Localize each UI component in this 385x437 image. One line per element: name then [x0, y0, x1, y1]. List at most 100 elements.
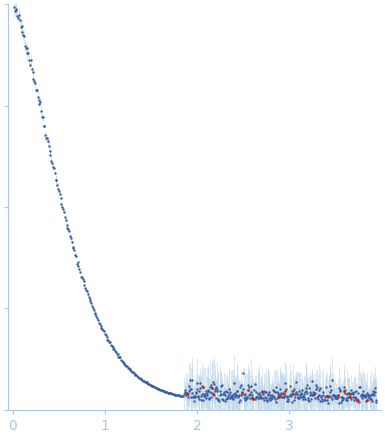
- Point: [93, 312, 99, 319]
- Point: [185, 390, 191, 397]
- Point: [336, 399, 342, 406]
- Point: [196, 395, 202, 402]
- Point: [316, 392, 322, 399]
- Point: [311, 391, 318, 398]
- Point: [352, 394, 358, 401]
- Point: [12, 7, 18, 14]
- Point: [308, 396, 315, 403]
- Point: [266, 395, 272, 402]
- Point: [268, 394, 275, 401]
- Point: [187, 393, 194, 400]
- Point: [275, 390, 281, 397]
- Point: [199, 383, 205, 390]
- Point: [296, 395, 302, 402]
- Point: [294, 391, 300, 398]
- Point: [215, 397, 221, 404]
- Point: [67, 233, 73, 240]
- Point: [302, 395, 308, 402]
- Point: [237, 396, 243, 403]
- Point: [146, 381, 152, 388]
- Point: [83, 287, 89, 294]
- Point: [285, 398, 291, 405]
- Point: [270, 386, 276, 393]
- Point: [271, 387, 277, 394]
- Point: [232, 394, 238, 401]
- Point: [318, 394, 325, 401]
- Point: [202, 390, 208, 397]
- Point: [11, 4, 17, 11]
- Point: [31, 77, 37, 84]
- Point: [282, 387, 288, 394]
- Point: [345, 393, 352, 400]
- Point: [351, 396, 357, 403]
- Point: [274, 389, 280, 396]
- Point: [158, 386, 164, 393]
- Point: [222, 391, 228, 398]
- Point: [282, 380, 288, 387]
- Point: [261, 388, 267, 395]
- Point: [342, 386, 348, 393]
- Point: [149, 383, 156, 390]
- Point: [166, 389, 172, 396]
- Point: [191, 397, 197, 404]
- Point: [78, 273, 84, 280]
- Point: [87, 295, 93, 302]
- Point: [218, 390, 224, 397]
- Point: [184, 390, 190, 397]
- Point: [267, 392, 273, 399]
- Point: [218, 382, 224, 388]
- Point: [121, 361, 127, 368]
- Point: [293, 378, 299, 385]
- Point: [247, 391, 253, 398]
- Point: [256, 394, 262, 401]
- Point: [18, 23, 24, 30]
- Point: [81, 282, 87, 289]
- Point: [256, 390, 262, 397]
- Point: [350, 393, 356, 400]
- Point: [199, 391, 205, 398]
- Point: [206, 396, 213, 403]
- Point: [167, 390, 173, 397]
- Point: [30, 76, 37, 83]
- Point: [190, 394, 196, 401]
- Point: [315, 395, 321, 402]
- Point: [21, 33, 27, 40]
- Point: [177, 392, 183, 399]
- Point: [352, 393, 358, 400]
- Point: [239, 389, 245, 396]
- Point: [358, 394, 365, 401]
- Point: [299, 387, 305, 394]
- Point: [203, 395, 209, 402]
- Point: [197, 384, 203, 391]
- Point: [237, 384, 243, 391]
- Point: [76, 266, 82, 273]
- Point: [356, 384, 362, 391]
- Point: [173, 391, 179, 398]
- Point: [192, 392, 198, 399]
- Point: [91, 307, 97, 314]
- Point: [97, 322, 104, 329]
- Point: [367, 395, 373, 402]
- Point: [234, 388, 240, 395]
- Point: [280, 393, 286, 400]
- Point: [213, 394, 219, 401]
- Point: [227, 388, 233, 395]
- Point: [312, 395, 318, 402]
- Point: [348, 396, 355, 403]
- Point: [177, 392, 184, 399]
- Point: [253, 388, 259, 395]
- Point: [242, 390, 248, 397]
- Point: [112, 347, 118, 354]
- Point: [275, 392, 281, 399]
- Point: [284, 393, 290, 400]
- Point: [119, 357, 125, 364]
- Point: [296, 392, 303, 399]
- Point: [350, 391, 357, 398]
- Point: [193, 388, 199, 395]
- Point: [59, 203, 65, 210]
- Point: [109, 344, 116, 351]
- Point: [181, 391, 187, 398]
- Point: [120, 358, 126, 365]
- Point: [243, 396, 249, 403]
- Point: [347, 390, 353, 397]
